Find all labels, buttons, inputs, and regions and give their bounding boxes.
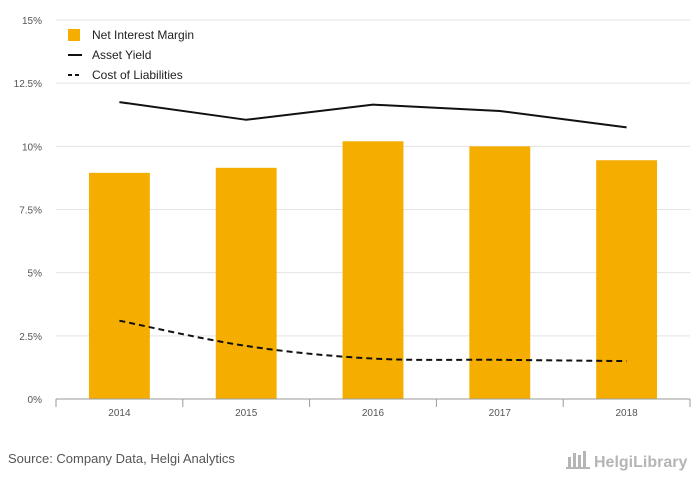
x-tick-label: 2017 bbox=[489, 408, 512, 419]
helgi-library-logo: HelgiLibrary bbox=[566, 451, 687, 471]
x-tick-label: 2018 bbox=[615, 408, 638, 419]
logo-text: HelgiLibrary bbox=[594, 454, 687, 471]
bar-net-interest-margin bbox=[215, 167, 277, 399]
y-tick-label: 5% bbox=[28, 269, 43, 280]
y-tick-label: 7.5% bbox=[19, 206, 42, 217]
legend-label-cost-of-liabilities: Cost of Liabilities bbox=[92, 68, 183, 82]
axes: 0% 2.5% 5% 7.5% 10% 12.5% 15% 2014 2015 2016 2017 2… bbox=[14, 16, 691, 419]
legend: Net Interest Margin Asset Yield Cost of … bbox=[68, 28, 194, 82]
legend-swatch-net-interest-margin bbox=[68, 29, 80, 41]
line-series bbox=[119, 101, 627, 363]
source-note: Source: Company Data, Helgi Analytics bbox=[8, 451, 235, 466]
y-tick-label: 12.5% bbox=[14, 79, 42, 90]
bar-net-interest-margin bbox=[596, 160, 658, 399]
x-tick-label: 2015 bbox=[235, 408, 258, 419]
y-tick-label: 15% bbox=[22, 16, 42, 27]
bar-net-interest-margin bbox=[342, 141, 404, 399]
x-tick-label: 2016 bbox=[362, 408, 385, 419]
bar-net-interest-margin bbox=[469, 146, 531, 399]
legend-label-asset-yield: Asset Yield bbox=[92, 48, 151, 62]
library-icon bbox=[566, 451, 590, 469]
x-tick-label: 2014 bbox=[108, 408, 131, 419]
y-tick-label: 2.5% bbox=[19, 332, 42, 343]
line-asset-yield bbox=[119, 101, 627, 129]
bar-net-interest-margin bbox=[88, 172, 150, 399]
legend-label-net-interest-margin: Net Interest Margin bbox=[92, 28, 194, 42]
line-cost-of-liabilities bbox=[119, 319, 627, 363]
y-tick-label: 0% bbox=[28, 395, 43, 406]
y-tick-label: 10% bbox=[22, 142, 42, 153]
bar-series bbox=[88, 141, 658, 399]
